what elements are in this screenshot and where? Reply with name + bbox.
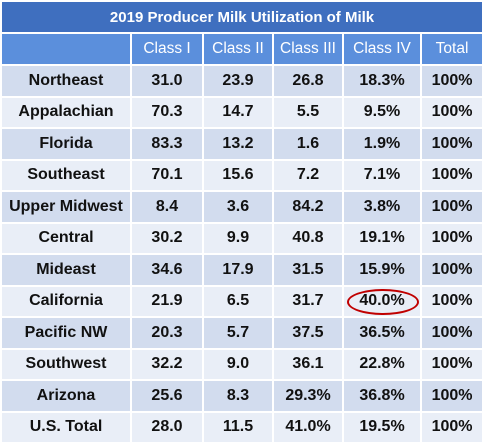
region-name-cell: California (0, 284, 132, 318)
value-cell: 70.1 (130, 158, 204, 192)
value-cell: 100% (419, 158, 482, 192)
value-cell: 22.8% (342, 347, 422, 381)
value-cell: 15.6 (202, 158, 274, 192)
region-name-cell: Pacific NW (0, 316, 132, 350)
value-cell: 15.9% (342, 253, 422, 287)
value-cell: 3.6 (202, 190, 274, 224)
value-cell: 41.0% (272, 410, 344, 444)
value-cell: 31.7 (272, 284, 344, 318)
value-cell: 9.5% (342, 95, 422, 129)
value-cell: 36.8% (342, 379, 422, 413)
value-cell: 21.9 (130, 284, 204, 318)
value-cell: 83.3 (130, 127, 204, 161)
value-cell: 7.1% (342, 158, 422, 192)
value-cell: 31.5 (272, 253, 344, 287)
value-cell: 3.8% (342, 190, 422, 224)
value-cell: 14.7 (202, 95, 274, 129)
value-cell: 1.6 (272, 127, 344, 161)
value-cell: 100% (419, 379, 482, 413)
column-header-total: Total (419, 32, 482, 66)
value-cell: 13.2 (202, 127, 274, 161)
region-name-cell: Florida (0, 127, 132, 161)
value-cell: 26.8 (272, 64, 344, 98)
value-cell: 100% (419, 410, 482, 444)
value-cell: 7.2 (272, 158, 344, 192)
highlighted-value-text: 40.0% (359, 292, 405, 310)
region-name-cell: Arizona (0, 379, 132, 413)
value-cell: 40.8 (272, 221, 344, 255)
value-cell: 84.2 (272, 190, 344, 224)
value-cell: 100% (419, 190, 482, 224)
value-cell: 100% (419, 253, 482, 287)
region-name-cell: Mideast (0, 253, 132, 287)
value-cell: 70.3 (130, 95, 204, 129)
value-cell: 37.5 (272, 316, 344, 350)
region-name-cell: U.S. Total (0, 410, 132, 444)
value-cell: 5.7 (202, 316, 274, 350)
value-cell: 23.9 (202, 64, 274, 98)
value-cell: 100% (419, 316, 482, 350)
table-row: Pacific NW 20.3 5.7 37.5 36.5% 100% (0, 316, 482, 350)
value-cell: 8.3 (202, 379, 274, 413)
value-cell: 36.1 (272, 347, 344, 381)
table-row: California 21.9 6.5 31.7 40.0% 100% (0, 284, 482, 318)
value-cell: 1.9% (342, 127, 422, 161)
region-name-cell: Appalachian (0, 95, 132, 129)
table-row: Northeast 31.0 23.9 26.8 18.3% 100% (0, 64, 482, 98)
table-row: Southwest 32.2 9.0 36.1 22.8% 100% (0, 347, 482, 381)
region-name-cell: Central (0, 221, 132, 255)
value-cell: 19.5% (342, 410, 422, 444)
table-row: Central 30.2 9.9 40.8 19.1% 100% (0, 221, 482, 255)
value-cell: 25.6 (130, 379, 204, 413)
column-header-class-iv: Class IV (342, 32, 422, 66)
column-header-class-ii: Class II (202, 32, 274, 66)
value-cell: 9.9 (202, 221, 274, 255)
value-cell: 100% (419, 95, 482, 129)
value-cell: 19.1% (342, 221, 422, 255)
table-body: Northeast 31.0 23.9 26.8 18.3% 100% Appalachia… (0, 64, 482, 444)
table-row: Appalachian 70.3 14.7 5.5 9.5% 100% (0, 95, 482, 129)
value-cell: 18.3% (342, 64, 422, 98)
table-title: 2019 Producer Milk Utilization of Milk (0, 0, 482, 34)
value-cell: 32.2 (130, 347, 204, 381)
value-cell: 100% (419, 127, 482, 161)
value-cell: 29.3% (272, 379, 344, 413)
value-cell: 30.2 (130, 221, 204, 255)
column-header-region (0, 32, 132, 66)
value-cell: 100% (419, 347, 482, 381)
region-name-cell: Southeast (0, 158, 132, 192)
table-row: Arizona 25.6 8.3 29.3% 36.8% 100% (0, 379, 482, 413)
value-cell: 28.0 (130, 410, 204, 444)
table-row: Mideast 34.6 17.9 31.5 15.9% 100% (0, 253, 482, 287)
highlighted-value-cell: 40.0% (342, 284, 422, 318)
value-cell: 100% (419, 64, 482, 98)
table-row: Florida 83.3 13.2 1.6 1.9% 100% (0, 127, 482, 161)
value-cell: 34.6 (130, 253, 204, 287)
value-cell: 17.9 (202, 253, 274, 287)
column-header-class-iii: Class III (272, 32, 344, 66)
value-cell: 31.0 (130, 64, 204, 98)
column-header-row: Class I Class II Class III Class IV Tota… (0, 32, 482, 66)
value-cell: 11.5 (202, 410, 274, 444)
region-name-cell: Southwest (0, 347, 132, 381)
value-cell: 8.4 (130, 190, 204, 224)
column-header-class-i: Class I (130, 32, 204, 66)
value-cell: 9.0 (202, 347, 274, 381)
value-cell: 5.5 (272, 95, 344, 129)
value-cell: 100% (419, 221, 482, 255)
table-row: Southeast 70.1 15.6 7.2 7.1% 100% (0, 158, 482, 192)
table-row: Upper Midwest 8.4 3.6 84.2 3.8% 100% (0, 190, 482, 224)
value-cell: 6.5 (202, 284, 274, 318)
value-cell: 36.5% (342, 316, 422, 350)
table-row: U.S. Total 28.0 11.5 41.0% 19.5% 100% (0, 410, 482, 444)
value-cell: 20.3 (130, 316, 204, 350)
region-name-cell: Northeast (0, 64, 132, 98)
region-name-cell: Upper Midwest (0, 190, 132, 224)
value-cell: 100% (419, 284, 482, 318)
